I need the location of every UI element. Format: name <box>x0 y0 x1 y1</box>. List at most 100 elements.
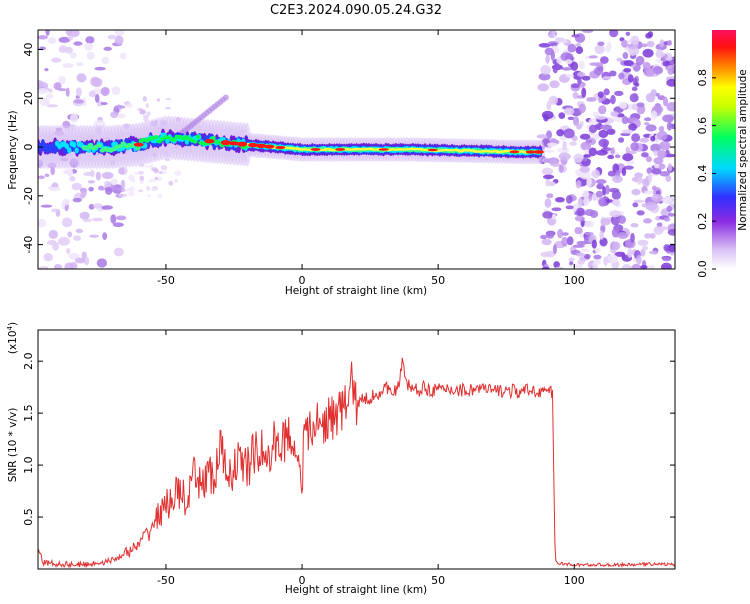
heatmap-marks <box>38 30 675 269</box>
heatmap-ridge-cyan <box>67 147 72 154</box>
heatmap-noise-blob <box>637 176 642 185</box>
heatmap-noise-blob <box>598 129 609 138</box>
heatmap-ridge-green <box>216 140 222 145</box>
heatmap-noise-blob <box>48 88 53 93</box>
heatmap-noise-blob <box>551 207 562 212</box>
snr-ytick-label: 1.0 <box>22 456 35 474</box>
heatmap-noise-blob <box>606 128 616 135</box>
heatmap-noise-blob <box>621 264 632 269</box>
heatmap-ridge-green <box>210 136 216 141</box>
heatmap-noise-blob <box>94 93 100 103</box>
heatmap-noise-blob <box>73 41 83 46</box>
heatmap-noise-blob <box>564 59 573 65</box>
heatmap-speckle <box>161 170 168 175</box>
heatmap-noise-blob <box>603 88 610 96</box>
heatmap-noise-blob <box>93 203 103 209</box>
heatmap-noise-blob <box>120 188 126 193</box>
heatmap-panel: -50 0 50 100 -40 -20 0 20 40 Height of straight … <box>7 29 676 297</box>
heatmap-noise-blob <box>554 266 565 269</box>
heatmap-noise-blob <box>566 236 574 246</box>
heatmap-noise-blob <box>58 75 66 85</box>
heatmap-peak <box>275 145 286 150</box>
heatmap-noise-blob <box>541 238 552 246</box>
heatmap-noise-blob <box>610 215 621 226</box>
heatmap-ytick-label: 40 <box>22 43 35 57</box>
heatmap-peak <box>204 139 215 144</box>
heatmap-ridge-green <box>192 139 198 144</box>
heatmap-noise-blob <box>636 255 642 265</box>
heatmap-speckle <box>146 186 150 191</box>
heatmap-noise-blob <box>58 36 71 43</box>
heatmap-speckle <box>151 187 157 192</box>
heatmap-noise-blob <box>631 188 641 196</box>
heatmap-noise-blob <box>666 121 672 131</box>
heatmap-noise-blob <box>592 133 600 140</box>
heatmap-noise-blob <box>68 35 74 41</box>
heatmap-noise-blob <box>652 66 664 75</box>
heatmap-noise-blob <box>572 116 580 126</box>
heatmap-noise-blob <box>627 248 633 259</box>
heatmap-noise-blob <box>650 143 662 153</box>
heatmap-noise-blob <box>578 60 585 70</box>
heatmap-noise-blob <box>628 43 638 50</box>
heatmap-noise-blob <box>618 137 625 143</box>
heatmap-noise-blob <box>39 97 50 107</box>
heatmap-peak <box>525 150 536 154</box>
heatmap-noise-blob <box>560 52 572 62</box>
heatmap-speckle <box>137 170 145 175</box>
heatmap-noise-blob <box>598 197 607 207</box>
heatmap-noise-blob <box>595 149 608 156</box>
heatmap-noise-blob <box>61 201 66 210</box>
heatmap-noise-blob <box>85 36 95 44</box>
heatmap-noise-blob <box>64 46 73 54</box>
heatmap-noise-blob <box>549 43 558 47</box>
snr-xtick-label: 50 <box>431 574 445 587</box>
heatmap-noise-blob <box>558 152 571 161</box>
heatmap-noise-blob <box>541 167 554 176</box>
snr-series-line <box>38 357 675 569</box>
heatmap-noise-blob <box>67 231 73 238</box>
heatmap-noise-blob <box>38 88 49 95</box>
heatmap-noise-blob <box>577 198 583 208</box>
heatmap-noise-blob <box>595 179 607 185</box>
heatmap-noise-blob <box>540 234 548 240</box>
heatmap-ticks: -50 0 50 100 -40 -20 0 20 40 <box>22 30 675 287</box>
heatmap-noise-blob <box>96 100 104 107</box>
heatmap-noise-blob <box>580 141 592 151</box>
heatmap-noise-blob <box>645 264 656 269</box>
heatmap-noise-blob <box>609 210 622 218</box>
heatmap-noise-blob <box>38 175 45 179</box>
heatmap-noise-blob <box>633 199 645 203</box>
heatmap-noise-blob <box>595 115 607 120</box>
heatmap-noise-blob <box>621 167 627 176</box>
heatmap-noise-blob <box>630 117 638 122</box>
heatmap-peak <box>220 140 231 146</box>
heatmap-noise-blob <box>598 105 607 115</box>
heatmap-speckle <box>144 165 151 168</box>
heatmap-noise-blob <box>600 218 611 226</box>
heatmap-speckle <box>165 97 172 101</box>
heatmap-noise-blob <box>556 129 565 137</box>
heatmap-noise-blob <box>662 114 674 123</box>
heatmap-noise-blob <box>38 266 49 269</box>
heatmap-noise-blob <box>554 197 565 203</box>
heatmap-noise-blob <box>584 208 595 216</box>
heatmap-noise-blob <box>552 244 557 255</box>
heatmap-noise-blob <box>565 205 574 210</box>
heatmap-noise-blob <box>40 204 53 208</box>
heatmap-noise-blob <box>583 154 591 158</box>
heatmap-speckle <box>134 171 138 175</box>
heatmap-noise-blob <box>100 86 110 96</box>
heatmap-speckle <box>160 164 168 171</box>
heatmap-noise-blob <box>663 217 671 222</box>
heatmap-noise-blob <box>595 190 604 198</box>
heatmap-noise-blob <box>667 228 675 236</box>
heatmap-noise-blob <box>565 195 573 204</box>
heatmap-noise-blob <box>648 250 659 255</box>
heatmap-noise-blob <box>646 167 653 175</box>
heatmap-noise-blob <box>611 190 622 200</box>
heatmap-noise-blob <box>563 128 575 139</box>
heatmap-noise-blob <box>593 66 604 76</box>
heatmap-noise-blob <box>637 239 649 246</box>
heatmap-noise-blob <box>668 243 675 253</box>
